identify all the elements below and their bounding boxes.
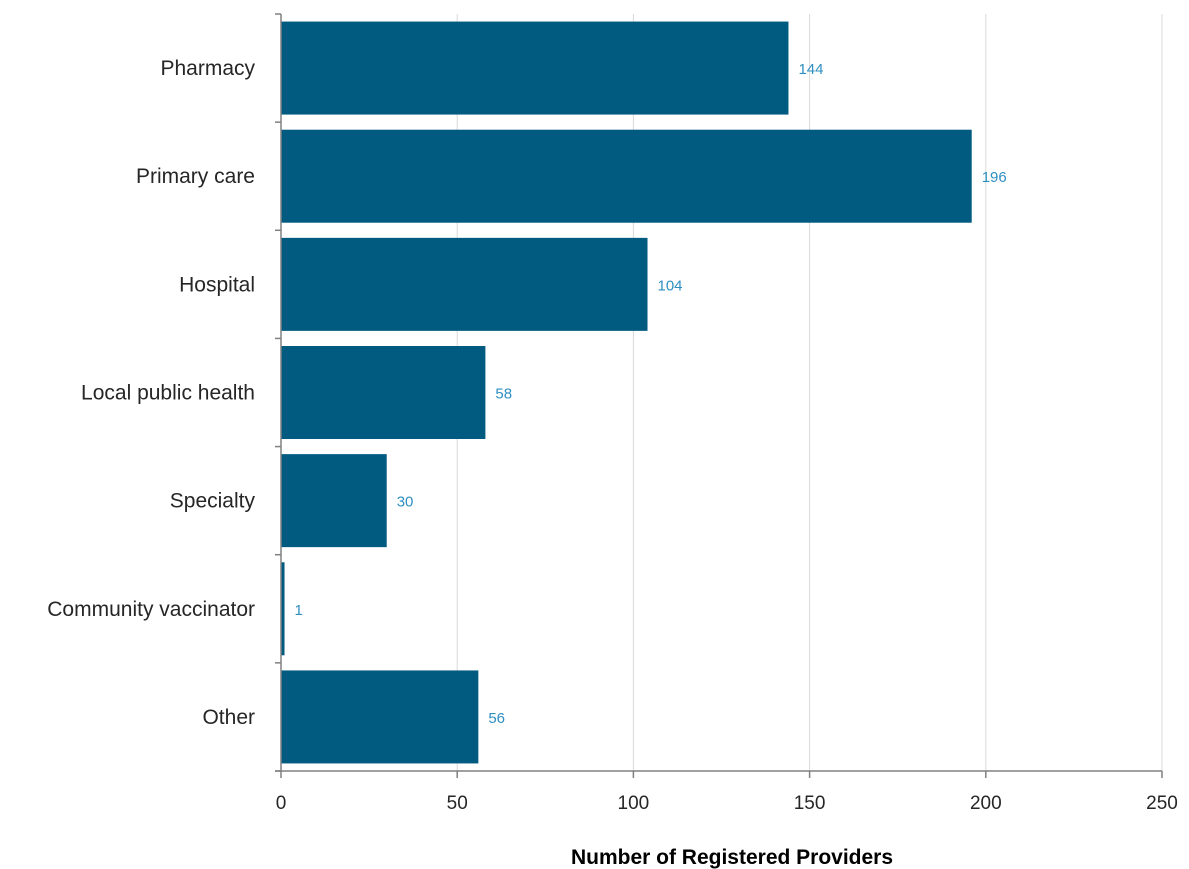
data-label-primary-care: 196 bbox=[982, 169, 1007, 186]
data-label-specialty: 30 bbox=[397, 494, 414, 511]
x-tick-label-0: 0 bbox=[276, 793, 287, 814]
category-label-other: Other bbox=[202, 706, 255, 729]
bar-primary-care bbox=[281, 129, 972, 223]
category-label-specialty: Specialty bbox=[170, 490, 256, 513]
category-label-primary-care: Primary care bbox=[136, 165, 255, 188]
category-label-pharmacy: Pharmacy bbox=[160, 57, 255, 80]
data-label-other: 56 bbox=[488, 710, 505, 727]
bar-community-vaccinator bbox=[281, 562, 285, 656]
x-tick-label-100: 100 bbox=[618, 793, 650, 814]
bar-specialty bbox=[281, 454, 387, 548]
bar-local-public-health bbox=[281, 345, 486, 440]
labels: 144 Pharmacy 196 Primary care 104 Hospital 58 L… bbox=[47, 57, 1178, 814]
category-label-local-public-health: Local public health bbox=[81, 382, 255, 405]
gridlines bbox=[456, 14, 1163, 771]
category-label-community-vaccinator: Community vaccinator bbox=[47, 598, 255, 621]
bar-other bbox=[281, 670, 479, 764]
data-label-local-public-health: 58 bbox=[495, 386, 512, 403]
bar-pharmacy bbox=[281, 21, 789, 115]
bar-hospital bbox=[281, 237, 648, 331]
x-axis-title: Number of Registered Providers bbox=[571, 846, 893, 869]
data-label-hospital: 104 bbox=[657, 277, 682, 294]
category-label-hospital: Hospital bbox=[179, 273, 255, 296]
data-label-pharmacy: 144 bbox=[798, 61, 823, 78]
bars bbox=[281, 21, 972, 764]
x-tick-label-50: 50 bbox=[447, 793, 468, 814]
axes bbox=[275, 13, 1163, 778]
x-tick-label-200: 200 bbox=[970, 793, 1002, 814]
data-label-community-vaccinator: 1 bbox=[295, 602, 303, 619]
x-tick-label-250: 250 bbox=[1146, 793, 1178, 814]
x-tick-label-150: 150 bbox=[794, 793, 826, 814]
